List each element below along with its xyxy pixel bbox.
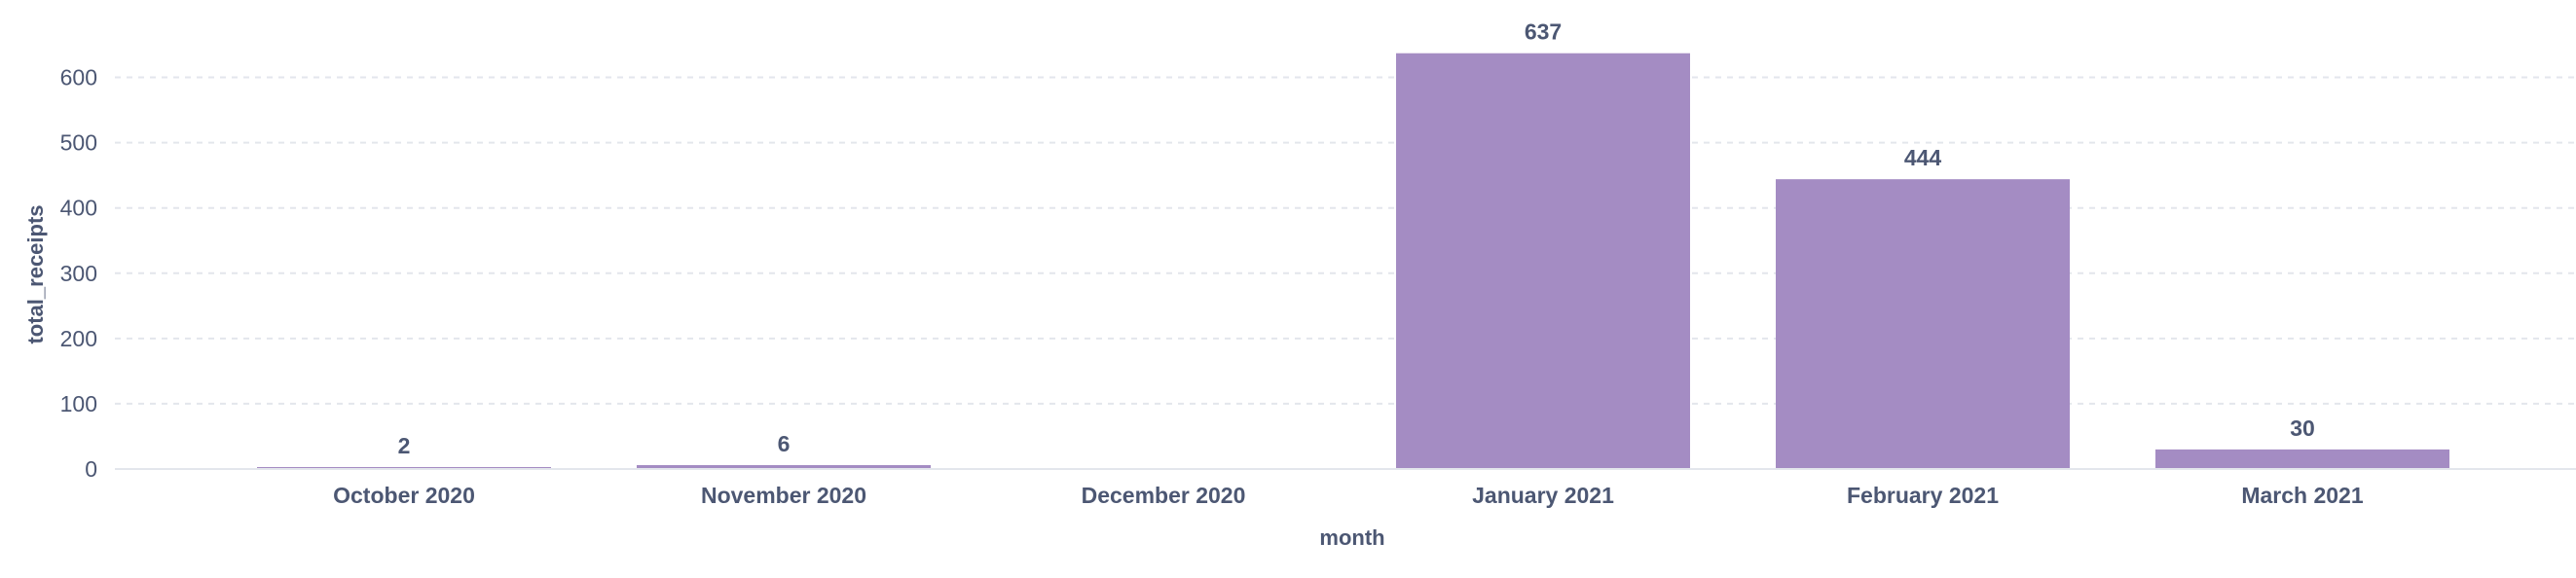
gridlines [115, 76, 2576, 405]
y-tick-label: 400 [60, 196, 97, 221]
data-label: 6 [778, 431, 791, 456]
data-label: 444 [1904, 145, 1942, 170]
y-tick-label: 200 [60, 326, 97, 351]
x-axis-ticks: October 2020 November 2020 December 2020 Ja… [333, 483, 2364, 508]
y-axis-ticks: 0 100 200 300 400 500 600 [60, 65, 97, 482]
y-tick-label: 600 [60, 65, 97, 90]
y-tick-label: 100 [60, 391, 97, 416]
x-tick-label: December 2020 [1082, 483, 1246, 508]
x-tick-label: March 2021 [2241, 483, 2364, 508]
x-tick-label: January 2021 [1472, 483, 1614, 508]
data-labels: 2 6 637 444 30 [398, 19, 2315, 458]
data-label: 2 [398, 433, 411, 458]
y-tick-label: 500 [60, 130, 97, 156]
bar[interactable] [1776, 179, 2070, 469]
bar[interactable] [637, 464, 931, 469]
y-axis-title: total_receipts [23, 204, 48, 343]
bars [257, 53, 2449, 469]
x-tick-label: November 2020 [701, 483, 866, 508]
x-tick-label: October 2020 [333, 483, 475, 508]
y-tick-label: 0 [85, 456, 97, 482]
x-axis-title: month [1319, 525, 1384, 550]
x-tick-label: February 2021 [1847, 483, 1999, 508]
data-label: 637 [1525, 19, 1562, 45]
data-label: 30 [2290, 415, 2315, 441]
bar[interactable] [1396, 53, 1690, 469]
bar[interactable] [2155, 449, 2449, 469]
y-tick-label: 300 [60, 261, 97, 286]
